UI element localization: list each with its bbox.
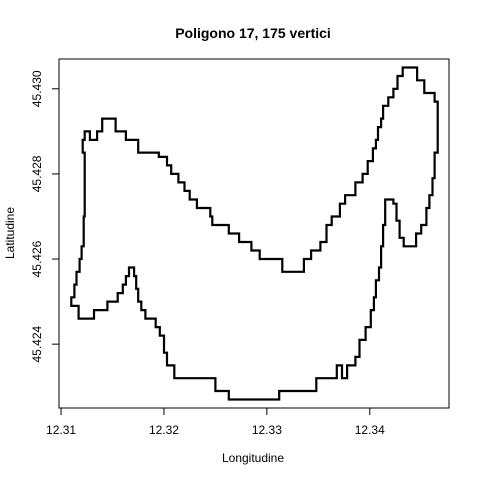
- x-tick-label: 12.33: [252, 423, 282, 437]
- x-tick-label: 12.34: [355, 423, 385, 437]
- y-tick-label: 45.424: [30, 325, 44, 362]
- y-axis: 45.424 45.426 45.428 45.430: [30, 70, 60, 363]
- y-tick-label: 45.426: [30, 240, 44, 277]
- x-tick-label: 12.32: [149, 423, 179, 437]
- x-axis-label: Longitudine: [222, 451, 284, 465]
- y-axis-label: Latitudine: [3, 207, 17, 259]
- x-axis: 12.31 12.32 12.33 12.34: [46, 407, 385, 437]
- y-tick-label: 45.428: [30, 155, 44, 192]
- x-tick-label: 12.31: [46, 423, 76, 437]
- chart-title: Poligono 17, 175 vertici: [175, 25, 331, 41]
- y-tick-label: 45.430: [30, 70, 44, 107]
- series-layer: [70, 66, 439, 401]
- plot-frame: [58, 58, 450, 409]
- polygon-outline: [70, 66, 439, 401]
